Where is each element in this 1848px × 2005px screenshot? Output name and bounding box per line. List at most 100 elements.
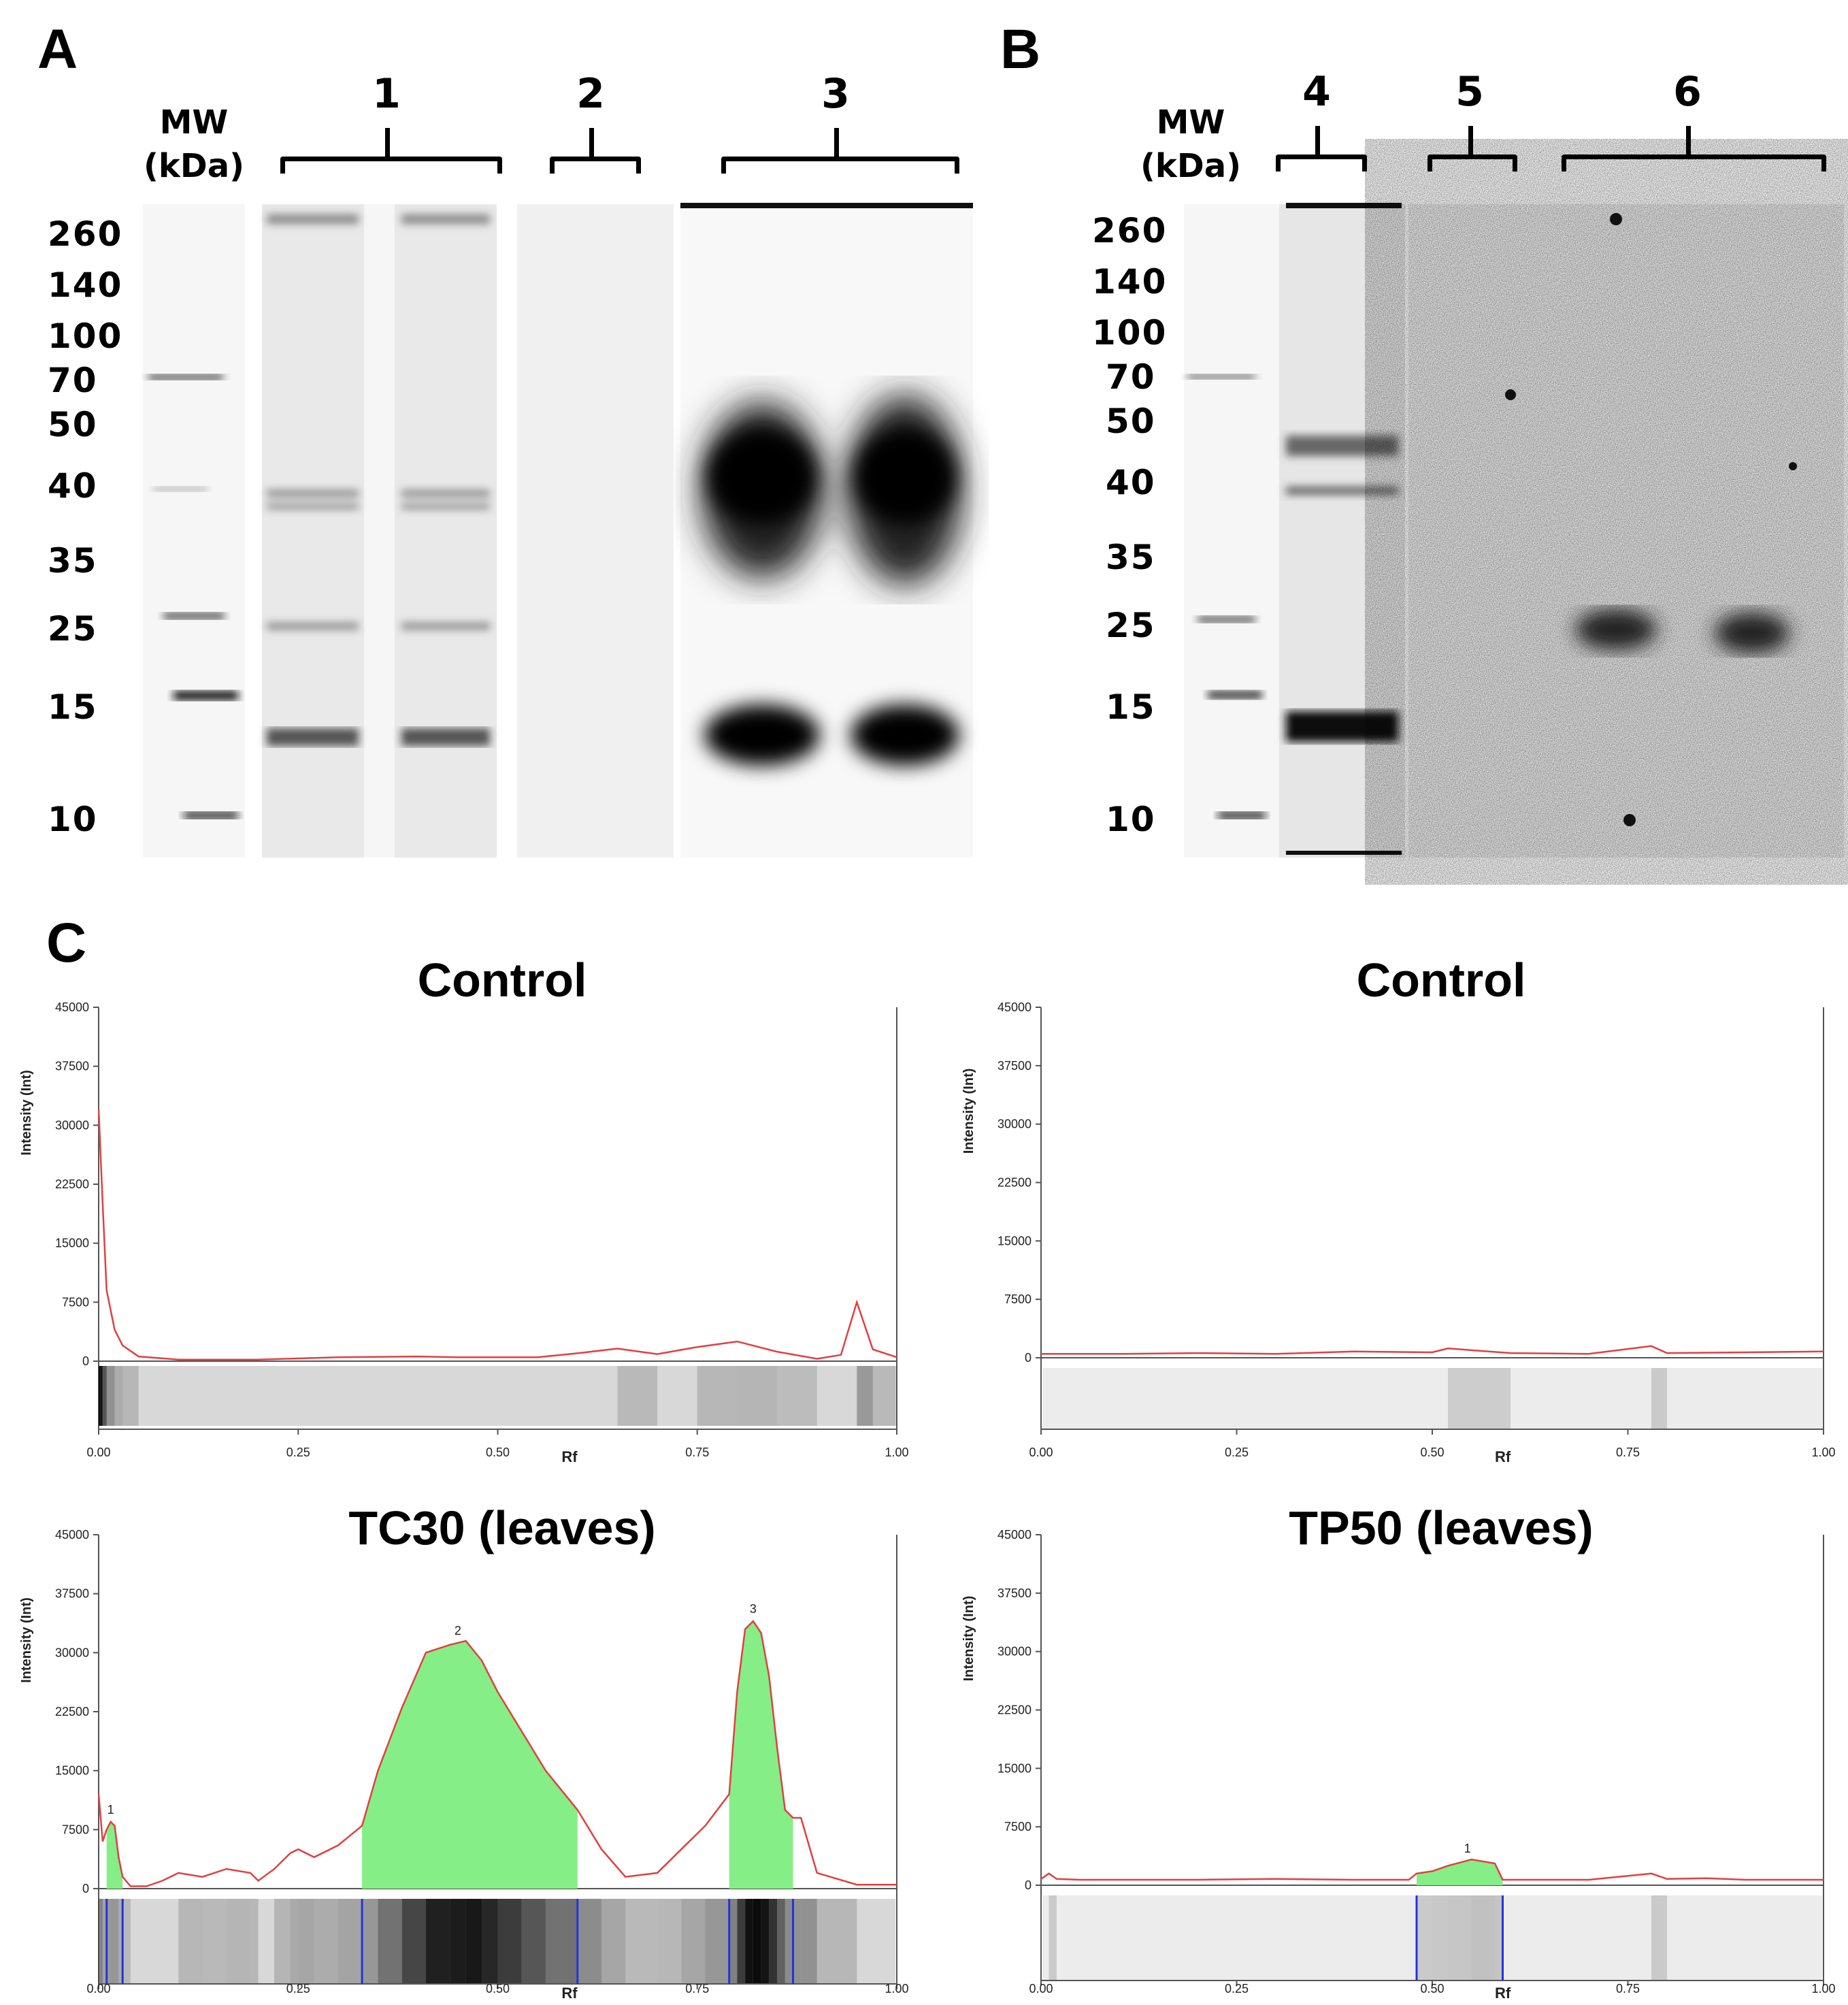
y-tick-label: 22500 (55, 1177, 89, 1191)
mw-marker-25: 25 (1106, 606, 1156, 645)
mw-marker-260: 260 (48, 214, 123, 254)
bracket-lane-5 (1428, 154, 1517, 172)
strip-density (601, 1899, 626, 1984)
chart-title-tc30: TC30 (leaves) (348, 1501, 656, 1554)
y-tick-label: 30000 (55, 1646, 89, 1659)
y-tick-label: 37500 (997, 1059, 1032, 1073)
strip-density (114, 1366, 123, 1426)
strip-density (362, 1899, 378, 1984)
strip-density (450, 1899, 466, 1984)
y-tick-label: 30000 (997, 1645, 1032, 1659)
strip-density (106, 1899, 111, 1984)
lane-strip (100, 1366, 895, 1426)
lane-strip (1042, 1895, 1822, 1980)
mw-marker-70: 70 (48, 361, 98, 400)
y-tick-label: 0 (1025, 1878, 1032, 1892)
x-tick-label: 0.50 (1420, 1982, 1444, 1995)
x-axis-label: Rf (561, 1985, 578, 2002)
mw-marker-40: 40 (1106, 463, 1156, 502)
strip-density (801, 1899, 817, 1984)
strip-density (745, 1899, 753, 1984)
x-tick-label: 1.00 (885, 1446, 908, 1459)
strip-density (1417, 1895, 1432, 1980)
mw-marker-25: 25 (48, 609, 98, 649)
strip-density (777, 1366, 817, 1426)
panel-label-a: A (37, 18, 78, 80)
lane-label-3: 3 (821, 70, 850, 118)
mw-marker-15: 15 (1106, 687, 1156, 727)
lane-label-4: 4 (1302, 68, 1331, 116)
bracket-lane-6 (1562, 154, 1826, 172)
mw-marker-50: 50 (48, 405, 98, 444)
y-tick-label: 15000 (997, 1761, 1032, 1775)
bracket-lane-1 (280, 157, 502, 174)
strip-density (378, 1899, 402, 1984)
strip-density (737, 1899, 746, 1984)
strip-density (314, 1899, 338, 1984)
strip-density (250, 1899, 259, 1984)
strip-density (793, 1899, 802, 1984)
bracket-stem-4 (1315, 126, 1320, 154)
chart-title-tp50: TP50 (leaves) (1289, 1501, 1594, 1554)
x-axis-label: Rf (561, 1448, 578, 1465)
bracket-stem-2 (589, 128, 594, 157)
y-tick-label: 7500 (62, 1295, 89, 1309)
strip-density (737, 1366, 778, 1426)
mw-marker-50: 50 (1106, 402, 1156, 441)
strip-density (705, 1899, 729, 1984)
peak-area (729, 1621, 793, 1889)
x-tick-label: 1.00 (1811, 1446, 1835, 1459)
x-tick-label: 0.75 (1616, 1982, 1640, 1995)
mw-marker-100: 100 (48, 316, 123, 356)
x-tick-label: 0.25 (286, 1446, 310, 1459)
strip-density (106, 1366, 115, 1426)
y-axis-label: Intensity (Int) (961, 1596, 976, 1682)
strip-density (226, 1899, 250, 1984)
y-tick-label: 22500 (55, 1705, 89, 1718)
x-tick-label: 0.75 (685, 1446, 709, 1459)
peak-area (362, 1641, 578, 1889)
strip-density (816, 1899, 857, 1984)
gel-a-lanes-2 (517, 204, 674, 858)
strip-density (290, 1899, 299, 1984)
gel-b-lane-4 (1279, 203, 1405, 858)
strip-density (1651, 1895, 1667, 1980)
strip-density (99, 1366, 103, 1426)
chart-4: 0 7500 15000 22500 30000 37500 45000 Intensity … (961, 1528, 1836, 2002)
panel-label-b: B (1000, 18, 1041, 80)
y-axis-label: Intensity (Int) (19, 1597, 34, 1683)
y-tick-label: 45000 (997, 1528, 1032, 1542)
x-tick-label: 0.00 (86, 1982, 110, 1995)
mw-heading-line1: MW (159, 103, 229, 142)
lane-label-5: 5 (1455, 68, 1484, 116)
series-line (1041, 1345, 1824, 1355)
strip-density (777, 1899, 785, 1984)
x-tick-label: 0.00 (1029, 1446, 1053, 1459)
chart-title-control-1: Control (417, 953, 587, 1007)
y-tick-label: 22500 (997, 1704, 1032, 1717)
bracket-stem-3 (834, 128, 839, 157)
bracket-stem-1 (385, 128, 390, 157)
lane-strip (1042, 1368, 1822, 1429)
strip-density (617, 1366, 658, 1426)
y-tick-label: 15000 (55, 1764, 89, 1778)
strip-density (118, 1899, 123, 1984)
strip-density (753, 1899, 761, 1984)
mw-marker-15: 15 (48, 687, 98, 727)
strip-density (122, 1366, 139, 1426)
strip-density (114, 1899, 119, 1984)
mw-heading-b: MW (kDa) (1133, 101, 1249, 188)
series-line (97, 1620, 897, 1887)
strip-density (1448, 1895, 1472, 1980)
strip-density (1471, 1895, 1495, 1980)
y-tick-label: 37500 (55, 1587, 89, 1601)
mw-heading-line2: (kDa) (143, 147, 245, 185)
panel-label-c: C (46, 912, 87, 974)
y-tick-label: 7500 (1004, 1292, 1032, 1306)
x-tick-label: 0.50 (486, 1446, 510, 1459)
strip-density (872, 1366, 897, 1426)
x-axis-label: Rf (1495, 1448, 1511, 1465)
mw-marker-100: 100 (1092, 313, 1168, 353)
gel-a-lanes-3 (680, 203, 973, 858)
